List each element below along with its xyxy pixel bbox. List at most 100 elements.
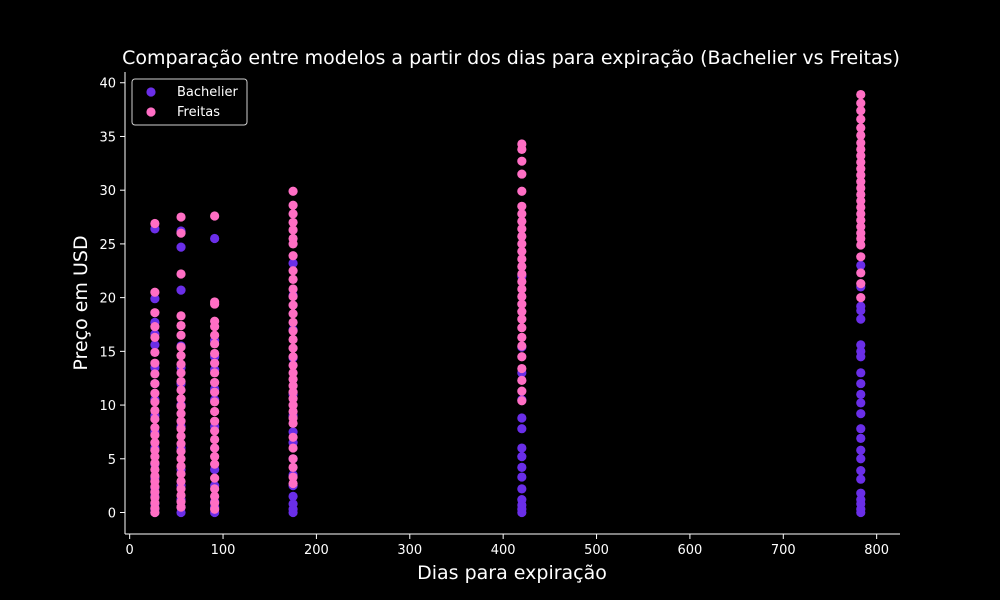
data-point-bachelier [856, 398, 866, 408]
x-tick-label: 700 [771, 543, 796, 558]
data-point-freitas [176, 461, 186, 471]
x-axis-title: Dias para expiração [417, 562, 607, 584]
data-point-freitas [150, 388, 160, 398]
data-point-freitas [288, 233, 298, 244]
x-tick-label: 400 [491, 543, 516, 558]
y-tick-label: 30 [99, 184, 116, 199]
data-point-freitas [210, 452, 220, 462]
data-point-freitas [150, 397, 160, 407]
data-point-freitas [150, 471, 160, 481]
data-point-freitas [210, 491, 220, 501]
data-point-freitas [288, 352, 298, 362]
y-tick-label: 25 [99, 238, 116, 253]
data-point-freitas [517, 209, 527, 219]
data-point-freitas [210, 377, 220, 388]
data-point-freitas [288, 400, 298, 410]
data-point-freitas [210, 406, 220, 417]
x-tick-label: 100 [211, 543, 236, 558]
data-point-freitas [150, 322, 160, 332]
data-point-freitas [517, 186, 527, 196]
data-point-freitas [856, 151, 866, 161]
data-point-bachelier [517, 424, 527, 434]
data-point-freitas [288, 266, 298, 276]
y-axis-title: Preço em USD [70, 235, 92, 370]
data-point-bachelier [856, 389, 866, 399]
data-point-freitas [856, 144, 866, 154]
data-point-freitas [150, 332, 160, 342]
data-point-bachelier [856, 378, 866, 389]
data-point-freitas [176, 454, 186, 464]
data-point-freitas [288, 217, 298, 228]
data-point-freitas [176, 484, 186, 494]
data-point-freitas [288, 326, 298, 336]
data-point-freitas [210, 473, 220, 483]
data-point-freitas [150, 218, 160, 229]
data-point-bachelier [517, 484, 527, 494]
data-point-bachelier [856, 368, 866, 378]
data-point-bachelier [517, 462, 527, 472]
data-point-freitas [210, 339, 220, 349]
data-point-freitas [517, 156, 527, 166]
data-point-freitas [150, 405, 160, 416]
data-point-freitas [288, 368, 298, 378]
data-point-freitas [517, 224, 527, 234]
data-point-freitas [517, 291, 527, 302]
data-point-freitas [288, 462, 298, 472]
data-point-freitas [176, 439, 186, 449]
y-tick-label: 10 [99, 399, 116, 414]
data-point-freitas [176, 368, 186, 378]
data-point-freitas [517, 396, 527, 406]
data-point-freitas [517, 341, 527, 351]
data-point-freitas [856, 98, 866, 108]
x-tick-label: 200 [304, 543, 329, 558]
data-point-freitas [150, 452, 160, 462]
data-point-bachelier [288, 258, 298, 268]
data-point-freitas [856, 196, 866, 206]
data-point-freitas [150, 464, 160, 475]
legend-box [131, 78, 248, 126]
data-point-freitas [517, 276, 527, 287]
data-point-freitas [210, 368, 220, 378]
data-point-bachelier [150, 294, 160, 304]
data-point-freitas [288, 432, 298, 442]
data-point-freitas [150, 369, 160, 379]
data-point-freitas [150, 423, 160, 433]
data-point-freitas [210, 504, 220, 514]
data-point-freitas [176, 424, 186, 434]
data-point-freitas [856, 138, 866, 148]
data-point-freitas [288, 209, 298, 219]
data-point-freitas [176, 401, 186, 411]
data-point-freitas [150, 445, 160, 455]
data-point-freitas [210, 297, 220, 307]
y-tick-label: 0 [108, 507, 116, 522]
data-point-bachelier [856, 314, 866, 324]
data-point-freitas [210, 416, 220, 426]
data-point-freitas [288, 387, 298, 397]
data-point-freitas [288, 478, 298, 489]
data-point-bachelier [856, 454, 866, 464]
data-point-freitas [176, 269, 186, 279]
data-point-bachelier [517, 443, 527, 453]
data-point-freitas [288, 274, 298, 284]
data-point-bachelier [856, 474, 866, 484]
data-point-bachelier [176, 285, 186, 295]
chart-title: Comparação entre modelos a partir dos di… [122, 47, 900, 69]
legend-marker-freitas [146, 107, 156, 117]
data-point-freitas [856, 228, 866, 238]
data-point-freitas [856, 240, 866, 250]
data-point-freitas [176, 490, 186, 500]
data-point-freitas [210, 387, 220, 397]
data-point-bachelier [856, 424, 866, 434]
data-point-freitas [856, 209, 866, 219]
data-point-bachelier [210, 233, 220, 244]
data-point-freitas [150, 438, 160, 448]
data-point-freitas [288, 251, 298, 261]
data-point-freitas [856, 164, 866, 174]
data-point-freitas [856, 202, 866, 212]
data-point-freitas [210, 498, 220, 508]
data-point-freitas [176, 431, 186, 441]
legend-label-bachelier: Bachelier [177, 85, 238, 100]
data-point-bachelier [856, 445, 866, 455]
data-point-bachelier [517, 495, 527, 505]
data-point-freitas [150, 347, 160, 358]
